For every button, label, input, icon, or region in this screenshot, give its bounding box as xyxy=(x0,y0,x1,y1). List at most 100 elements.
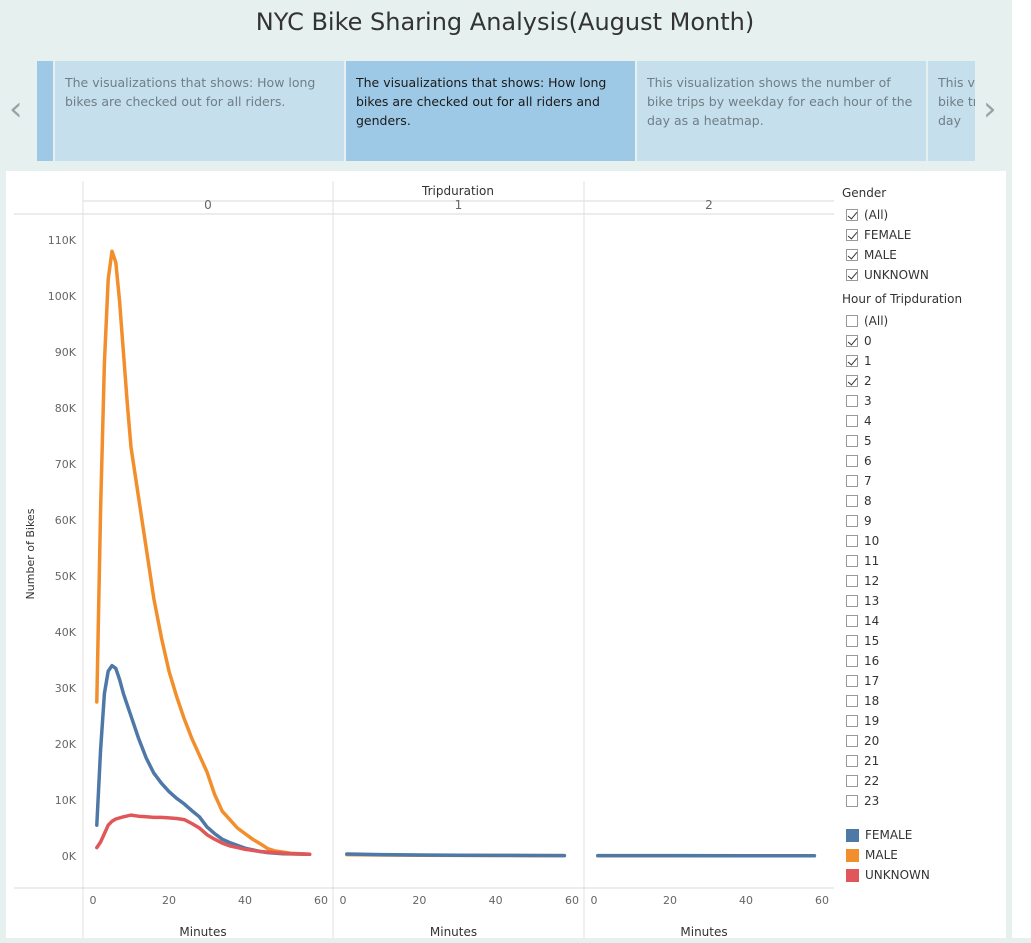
hour-filter-option[interactable]: 21 xyxy=(842,751,962,771)
hour-filter-option[interactable]: 10 xyxy=(842,531,962,551)
hour-filter-checkbox[interactable] xyxy=(846,395,858,407)
gender-filter-option[interactable]: FEMALE xyxy=(842,225,962,245)
hour-filter-option[interactable]: 8 xyxy=(842,491,962,511)
gender-filter-checkbox[interactable] xyxy=(846,249,858,261)
hour-filter-option-label: 20 xyxy=(864,734,879,748)
y-axis-title: Number of Bikes xyxy=(24,508,37,599)
hour-filter-checkbox[interactable] xyxy=(846,655,858,667)
hour-filter-option-label: 0 xyxy=(864,334,872,348)
hour-filter-option[interactable]: 18 xyxy=(842,691,962,711)
hour-filter-checkbox[interactable] xyxy=(846,435,858,447)
next-story-arrow-icon[interactable]: › xyxy=(983,92,997,126)
hour-filter-option-label: 5 xyxy=(864,434,872,448)
color-legend-item[interactable]: MALE xyxy=(842,845,962,865)
previous-story-arrow-icon[interactable]: ‹ xyxy=(9,92,23,126)
gender-filter-checkbox[interactable] xyxy=(846,209,858,221)
story-point-2[interactable]: The visualizations that shows: How long … xyxy=(346,61,635,161)
gender-filter-option-label: UNKNOWN xyxy=(864,268,929,282)
x-axis-title: Minutes xyxy=(430,925,477,938)
hour-filter-option[interactable]: 17 xyxy=(842,671,962,691)
hour-filter-checkbox[interactable] xyxy=(846,415,858,427)
hour-filter-option[interactable]: 3 xyxy=(842,391,962,411)
hour-filter-checkbox[interactable] xyxy=(846,495,858,507)
hour-filter-checkbox[interactable] xyxy=(846,715,858,727)
hour-filter-checkbox[interactable] xyxy=(846,555,858,567)
hour-filter-option[interactable]: 20 xyxy=(842,731,962,751)
hour-filter-option-label: 11 xyxy=(864,554,879,568)
story-point-3[interactable]: This visualization shows the number of b… xyxy=(637,61,926,161)
hour-filter-option-label: 13 xyxy=(864,594,879,608)
hour-filter-option[interactable]: 4 xyxy=(842,411,962,431)
hour-filter-checkbox[interactable] xyxy=(846,755,858,767)
hour-filter-option[interactable]: 11 xyxy=(842,551,962,571)
hour-filter-checkbox[interactable] xyxy=(846,475,858,487)
hour-filter-option[interactable]: 19 xyxy=(842,711,962,731)
hour-filter-option-label: 23 xyxy=(864,794,879,808)
hour-filter-option[interactable]: 6 xyxy=(842,451,962,471)
hour-filter-checkbox[interactable] xyxy=(846,455,858,467)
panel-header-label: 1 xyxy=(455,198,463,212)
hour-filter-checkbox[interactable] xyxy=(846,675,858,687)
story-point-4[interactable]: This visualization shows the number of b… xyxy=(928,61,975,161)
hour-filter-checkbox[interactable] xyxy=(846,635,858,647)
x-axis-title: Minutes xyxy=(179,925,226,938)
gender-filter-option[interactable]: UNKNOWN xyxy=(842,265,962,285)
hour-filter-checkbox[interactable] xyxy=(846,355,858,367)
column-header-title: Tripduration xyxy=(421,184,494,198)
gender-filter-checkbox[interactable] xyxy=(846,229,858,241)
color-legend-label: MALE xyxy=(865,848,898,862)
hour-filter-option[interactable]: 23 xyxy=(842,791,962,811)
hour-filter-option[interactable]: 7 xyxy=(842,471,962,491)
hour-filter-option-label: 21 xyxy=(864,754,879,768)
hour-filter-option-label: 15 xyxy=(864,634,879,648)
hour-filter-option[interactable]: 0 xyxy=(842,331,962,351)
story-lead-tab[interactable] xyxy=(37,61,53,161)
hour-filter-checkbox[interactable] xyxy=(846,775,858,787)
hour-filter-option[interactable]: 13 xyxy=(842,591,962,611)
color-swatch xyxy=(846,829,859,842)
hour-filter-checkbox[interactable] xyxy=(846,535,858,547)
y-tick-label: 110K xyxy=(48,234,77,247)
gender-filter-option-label: (All) xyxy=(864,208,888,222)
hour-filter-checkbox[interactable] xyxy=(846,515,858,527)
hour-filter-option[interactable]: 14 xyxy=(842,611,962,631)
hour-filter-option[interactable]: 12 xyxy=(842,571,962,591)
hour-filter-checkbox[interactable] xyxy=(846,695,858,707)
x-tick-label: 40 xyxy=(238,894,252,907)
hour-filter-checkbox[interactable] xyxy=(846,315,858,327)
color-legend-item[interactable]: FEMALE xyxy=(842,825,962,845)
color-swatch xyxy=(846,849,859,862)
hour-filter-option[interactable]: 16 xyxy=(842,651,962,671)
hour-filter-checkbox[interactable] xyxy=(846,595,858,607)
y-tick-label: 70K xyxy=(55,458,77,471)
story-point-2-text: The visualizations that shows: How long … xyxy=(356,75,606,128)
hour-filter-option[interactable]: 1 xyxy=(842,351,962,371)
x-tick-label: 60 xyxy=(314,894,328,907)
hour-filter-checkbox[interactable] xyxy=(846,735,858,747)
hour-filter-option[interactable]: 22 xyxy=(842,771,962,791)
hour-filter-checkbox[interactable] xyxy=(846,575,858,587)
hour-filter-option[interactable]: 5 xyxy=(842,431,962,451)
story-point-1-text: The visualizations that shows: How long … xyxy=(65,75,315,109)
hour-filter-checkbox[interactable] xyxy=(846,615,858,627)
hour-filter-option[interactable]: 9 xyxy=(842,511,962,531)
gender-filter-checkbox[interactable] xyxy=(846,269,858,281)
color-legend-item[interactable]: UNKNOWN xyxy=(842,865,962,885)
hour-filter-option[interactable]: (All) xyxy=(842,311,962,331)
hour-filter-checkbox[interactable] xyxy=(846,375,858,387)
hour-filter-checkbox[interactable] xyxy=(846,335,858,347)
gender-filter-option[interactable]: MALE xyxy=(842,245,962,265)
hour-filter-checkbox[interactable] xyxy=(846,795,858,807)
hour-filter-option[interactable]: 2 xyxy=(842,371,962,391)
gender-filter-option[interactable]: (All) xyxy=(842,205,962,225)
story-point-4-text: This visualization shows the number of b… xyxy=(938,75,975,128)
hour-filter-option[interactable]: 15 xyxy=(842,631,962,651)
x-tick-label: 0 xyxy=(340,894,347,907)
y-tick-label: 90K xyxy=(55,346,77,359)
x-axis-title: Minutes xyxy=(680,925,727,938)
story-point-1[interactable]: The visualizations that shows: How long … xyxy=(55,61,344,161)
hour-filter-option-label: 3 xyxy=(864,394,872,408)
